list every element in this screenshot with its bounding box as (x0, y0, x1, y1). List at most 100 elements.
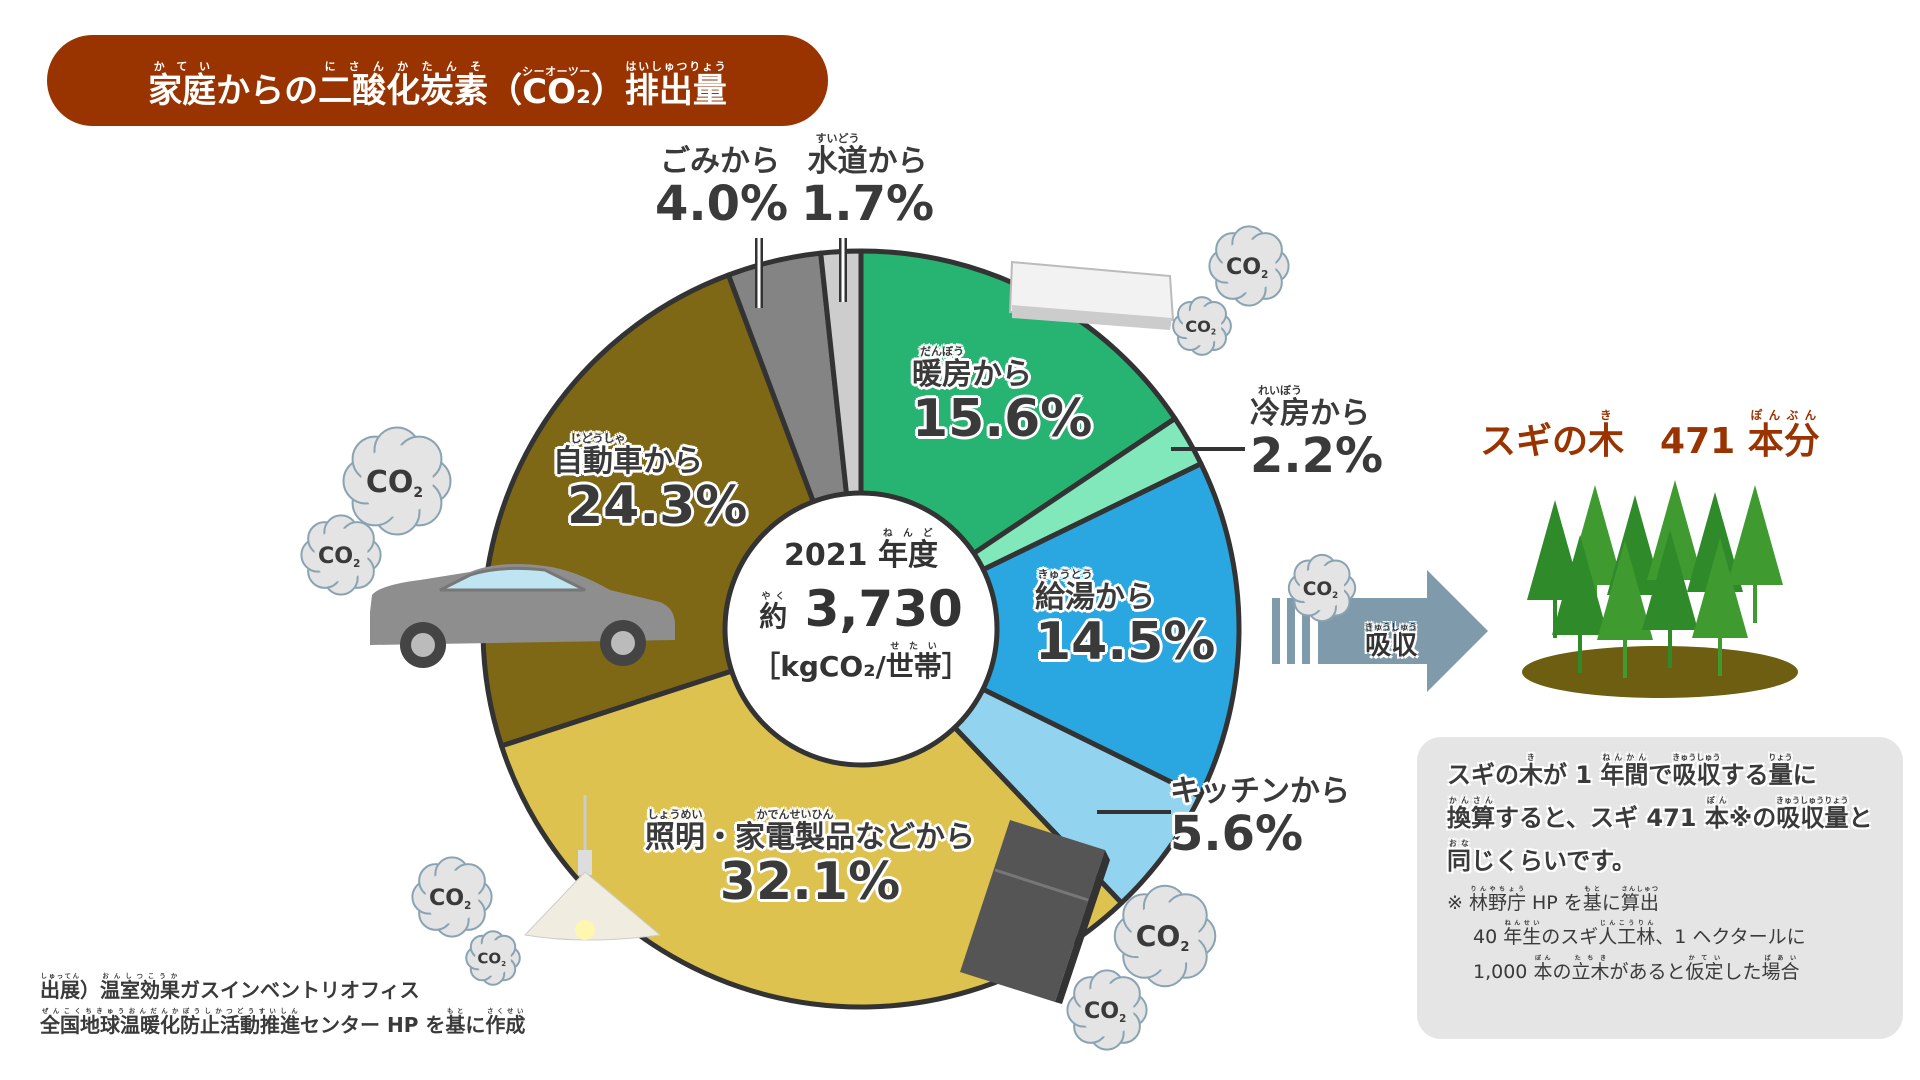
ruby-text: 木き (1519, 753, 1543, 789)
text-segment: ※ (1447, 892, 1469, 914)
furigana: かでんせいひん (756, 808, 834, 821)
text-segment: センター HP を (300, 1013, 446, 1037)
ruby-text: 年度ねんど (877, 528, 938, 573)
svg-text:CO2: CO2 (1185, 317, 1216, 337)
text-segment: で (1648, 761, 1673, 789)
ruby-text: 作成さくせい (485, 1007, 526, 1037)
slice-name: 暖房から (912, 357, 1032, 392)
text-segment: に (1792, 761, 1817, 789)
text-segment: じくらいです。 (1471, 847, 1636, 875)
co2-cloud-icon: CO2 (1172, 296, 1232, 356)
approx-label: 約やく (759, 592, 788, 633)
cedar-tree-icon (1527, 500, 1583, 638)
cedar-tree-icon (1642, 530, 1698, 668)
cedar-tree-icon (1727, 485, 1783, 623)
text-segment: （ (488, 71, 523, 111)
text-segment: HP を (1525, 892, 1583, 914)
unit-label: ［kgCO₂/ (752, 650, 886, 683)
svg-text:CO2: CO2 (477, 950, 506, 969)
ruby-text: 換算かんさん (1447, 796, 1495, 832)
source-credit: 出展しゅってん）温室効果おんしつこうかガスインベントリオフィス 全国地球温暖化防… (40, 972, 525, 1042)
furigana: やく (759, 592, 788, 602)
slice-name: キッチンから (1170, 774, 1350, 809)
text-segment: 、1 ヘクタールに (1655, 926, 1806, 949)
text-segment: の (1552, 960, 1572, 983)
ruby-text: 年生ねんせい (1503, 920, 1542, 949)
text-segment: ） (80, 978, 100, 1002)
ruby-text: 排出量はいしゅつりょう (624, 60, 727, 111)
pie-center-total: 2021 年度ねんど 約やく 3,730 ［kgCO₂/世帯せたい］ (725, 528, 997, 688)
ruby-text: 人工林じんこうりん (1598, 920, 1656, 949)
slice-name: 水道から (807, 144, 928, 179)
furigana-line: れいぼう (1250, 384, 1383, 397)
year: 2021 (784, 538, 868, 573)
slice-label-garbage: ごみから 4.0% (655, 132, 789, 232)
furigana-line: すいどう (800, 132, 935, 145)
furigana: かてい (1685, 954, 1724, 962)
furigana: しょうめい (647, 808, 703, 821)
ruby-text: 場合ばあい (1761, 954, 1800, 983)
ruby-text: 家庭かてい (148, 60, 217, 111)
text-segment: ガスインベントリオフィス (180, 978, 420, 1002)
ruby-text: 量りょう (1768, 753, 1793, 789)
svg-text:CO2: CO2 (1303, 579, 1339, 601)
ruby-text: 世帯せたい (885, 642, 942, 683)
furigana: かんさん (1447, 796, 1495, 805)
furigana-line: しょうめい かでんせいひん (600, 808, 1020, 821)
unit-bracket: ］ (941, 650, 970, 683)
slice-percent: 5.6% (1170, 806, 1304, 862)
text-segment: のスギ (1541, 926, 1599, 949)
furigana: ぜんこくちきゅうおんだんかぼうしかつどうすいしん (40, 1007, 300, 1015)
slice-label-hot-water: きゅうとう 給湯から 14.5% (1035, 568, 1215, 671)
furigana: さくせい (485, 1007, 526, 1015)
furigana: りょう (1768, 753, 1793, 762)
cedar-tree-icon (1692, 538, 1748, 676)
furigana: ねんど (877, 528, 938, 539)
co2-cloud-icon: CO2 (465, 930, 521, 986)
furigana-line: だんぼう (912, 345, 1092, 358)
slice-percent: 2.2% (1250, 428, 1384, 484)
ruby-text: 約やく (759, 592, 788, 633)
ruby-text: 仮定かてい (1685, 954, 1724, 983)
furigana: きゅうしゅうりょう (1776, 796, 1849, 805)
furigana: すいどう (815, 132, 860, 145)
furigana: き (1519, 753, 1543, 762)
co2-cloud-icon: CO2 (1113, 884, 1217, 988)
cedar-tree-icon (1552, 535, 1608, 673)
text-segment: すると、スギ 471 (1495, 804, 1705, 832)
furigana: きゅうしゅう (1365, 622, 1418, 632)
year-label: 年度ねんど (877, 528, 938, 573)
lamp-icon (523, 795, 662, 941)
ruby-text: 吸収きゅうしゅう (1672, 753, 1721, 789)
furigana: しゅってん (40, 972, 80, 980)
air-conditioner-icon (1008, 260, 1175, 330)
furigana: にさんかたんそ (318, 60, 489, 73)
text-segment: 471 (1624, 421, 1748, 462)
furigana: シーオーツー (522, 65, 591, 78)
ruby-text: 立木たちき (1571, 954, 1610, 983)
text-segment: に (1601, 892, 1621, 914)
slice-name: 冷房から (1250, 396, 1370, 431)
furigana: ばあい (1761, 954, 1800, 962)
furigana: もと (445, 1007, 466, 1015)
cedar-tree-icon (1597, 540, 1653, 678)
furigana-line: じどうしゃ (553, 432, 747, 445)
slice-percent: 15.6% (912, 389, 1093, 449)
co2-cloud-icon: CO2 (342, 426, 452, 536)
ruby-text: 出展しゅってん (40, 972, 80, 1002)
text-segment: が 1 (1543, 761, 1601, 789)
ruby-text: 本分ぽんぶん (1747, 408, 1820, 462)
ruby-text: 全国地球温暖化防止活動推進ぜんこくちきゅうおんだんかぼうしかつどうすいしん (40, 1007, 300, 1037)
absorb-arrow (1272, 570, 1488, 692)
ruby-text: 基もと (445, 1007, 466, 1037)
slice-percent: 4.0% (655, 176, 789, 232)
furigana: たちき (1571, 954, 1610, 962)
absorb-label: 吸収きゅうしゅう (1365, 622, 1417, 668)
text-segment: スギの (1447, 761, 1519, 789)
ruby-text: 吸収きゅうしゅう (1365, 622, 1418, 661)
furigana: き (1588, 408, 1625, 422)
slice-label-cooling: れいぼう 冷房から 2.2% (1250, 384, 1383, 483)
text-segment: した (1723, 960, 1762, 983)
cedar-tree-icon (1567, 485, 1623, 623)
ruby-text: 年間ねんかん (1600, 753, 1649, 789)
